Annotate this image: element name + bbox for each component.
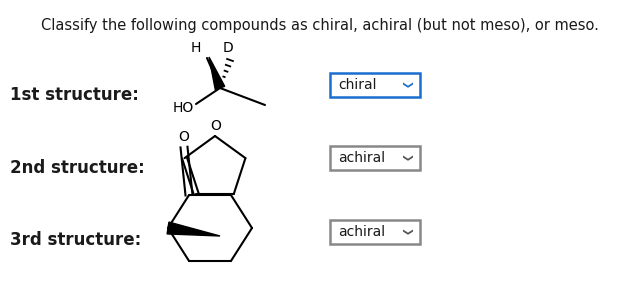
Text: 2nd structure:: 2nd structure:: [10, 159, 145, 177]
Text: O: O: [211, 119, 222, 133]
FancyBboxPatch shape: [330, 220, 420, 244]
Text: 1st structure:: 1st structure:: [10, 86, 139, 104]
Text: ❯: ❯: [401, 154, 411, 162]
Polygon shape: [209, 57, 225, 90]
Text: HO: HO: [173, 101, 194, 115]
FancyBboxPatch shape: [330, 146, 420, 170]
Text: D: D: [222, 41, 233, 55]
Text: 3rd structure:: 3rd structure:: [10, 231, 141, 249]
Text: chiral: chiral: [338, 78, 376, 92]
Text: ❯: ❯: [401, 81, 411, 89]
Text: achiral: achiral: [338, 225, 385, 239]
Text: O: O: [178, 130, 189, 144]
Polygon shape: [167, 222, 220, 236]
Text: ❯: ❯: [401, 228, 411, 236]
Text: Classify the following compounds as chiral, achiral (but not meso), or meso.: Classify the following compounds as chir…: [40, 18, 599, 33]
Text: achiral: achiral: [338, 151, 385, 165]
Text: H: H: [191, 41, 201, 55]
FancyBboxPatch shape: [330, 73, 420, 97]
